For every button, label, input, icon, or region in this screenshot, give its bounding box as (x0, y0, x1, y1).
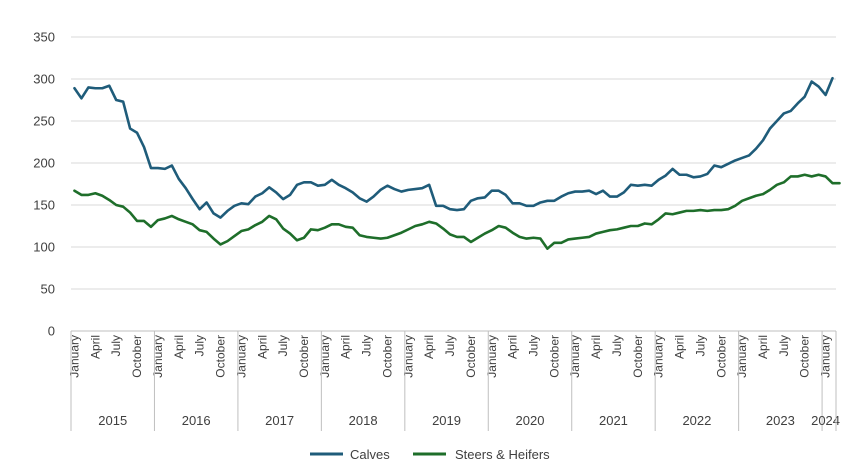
series-lines (73, 76, 841, 250)
year-label: 2016 (182, 413, 211, 428)
month-tick-label: January (67, 335, 81, 378)
month-tick-label: April (88, 335, 102, 359)
month-tick-label: April (255, 335, 269, 359)
y-tick-label: 200 (33, 156, 55, 171)
month-tick-label: July (193, 335, 207, 356)
month-tick-label: October (714, 335, 728, 378)
month-tick-label: April (172, 335, 186, 359)
month-tick-label: October (380, 335, 394, 378)
y-tick-label: 250 (33, 114, 55, 129)
series-line-steers-heifers (73, 173, 841, 250)
month-tick-label: April (756, 335, 770, 359)
month-tick-label: January (652, 335, 666, 378)
y-axis: 0 50 100 150 200 250 300 350 (33, 30, 55, 339)
month-tick-label: July (610, 335, 624, 356)
legend-label: Steers & Heifers (455, 447, 550, 462)
month-tick-label: July (109, 335, 123, 356)
month-tick-label: October (798, 335, 812, 378)
month-tick-label: July (693, 335, 707, 356)
month-tick-label: October (547, 335, 561, 378)
month-tick-label: April (589, 335, 603, 359)
year-label: 2022 (682, 413, 711, 428)
month-tick-label: January (568, 335, 582, 378)
y-tick-label: 300 (33, 72, 55, 87)
month-tick-label: July (526, 335, 540, 356)
series-line-calves (73, 76, 834, 219)
y-tick-label: 350 (33, 30, 55, 45)
year-label: 2018 (349, 413, 378, 428)
month-tick-label: April (339, 335, 353, 359)
month-tick-label: January (819, 335, 833, 378)
legend-label: Calves (350, 447, 390, 462)
month-tick-label: January (735, 335, 749, 378)
month-tick-label: July (360, 335, 374, 356)
month-tick-label: April (673, 335, 687, 359)
month-tick-label: January (151, 335, 165, 378)
year-label: 2019 (432, 413, 461, 428)
year-label: 2023 (766, 413, 795, 428)
month-tick-label: October (130, 335, 144, 378)
year-label: 2017 (265, 413, 294, 428)
month-tick-label: April (422, 335, 436, 359)
y-tick-label: 50 (41, 282, 55, 297)
x-axis: January April July October January April July O… (67, 330, 840, 431)
year-label: 2020 (516, 413, 545, 428)
y-tick-label: 0 (48, 324, 55, 339)
month-tick-label: January (401, 335, 415, 378)
year-label: 2024 (811, 413, 840, 428)
month-tick-label: April (506, 335, 520, 359)
month-tick-label: October (214, 335, 228, 378)
year-label: 2015 (98, 413, 127, 428)
month-tick-label: July (276, 335, 290, 356)
month-tick-label: July (443, 335, 457, 356)
gridlines (71, 36, 836, 290)
month-tick-label: January (485, 335, 499, 378)
month-tick-label: October (464, 335, 478, 378)
month-tick-label: July (777, 335, 791, 356)
month-tick-label: January (318, 335, 332, 378)
year-label: 2021 (599, 413, 628, 428)
month-tick-label: October (297, 335, 311, 378)
y-tick-label: 150 (33, 198, 55, 213)
legend: Calves Steers & Heifers (310, 447, 550, 462)
y-tick-label: 100 (33, 240, 55, 255)
month-tick-label: January (234, 335, 248, 378)
month-tick-label: October (631, 335, 645, 378)
